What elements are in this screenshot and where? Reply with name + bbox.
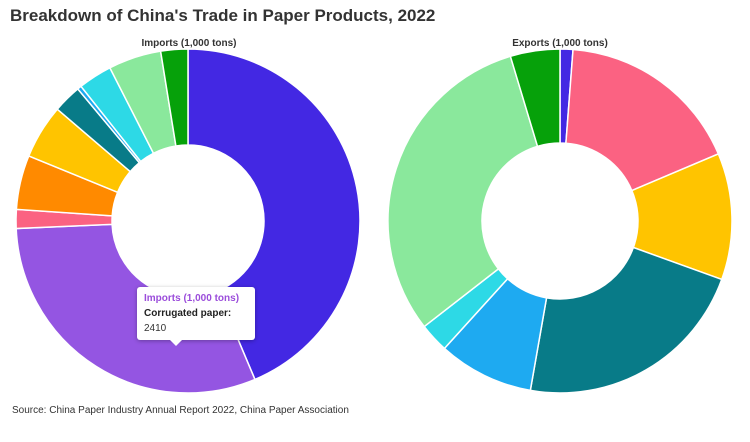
tooltip-value: 2410 <box>144 323 167 334</box>
imports-donut <box>15 48 361 394</box>
exports-slice-4[interactable] <box>529 246 723 394</box>
imports-chart-title: Imports (1,000 tons) <box>141 38 236 49</box>
chart-title: Breakdown of China's Trade in Paper Prod… <box>10 6 436 25</box>
tooltip: Imports (1,000 tons) Corrugated paper: 2… <box>137 287 255 346</box>
exports-slice-7[interactable] <box>387 55 539 328</box>
exports-slice-8[interactable] <box>509 48 561 148</box>
tooltip-label: Corrugated paper: <box>144 308 232 319</box>
exports-donut <box>387 48 733 394</box>
exports-slice-2[interactable] <box>565 48 720 192</box>
imports-slice-10[interactable] <box>159 48 189 147</box>
source-note: Source: China Paper Industry Annual Repo… <box>12 405 349 416</box>
tooltip-pointer <box>170 340 182 346</box>
tooltip-title: Imports (1,000 tons) <box>144 293 240 304</box>
exports-chart-title: Exports (1,000 tons) <box>512 38 608 49</box>
